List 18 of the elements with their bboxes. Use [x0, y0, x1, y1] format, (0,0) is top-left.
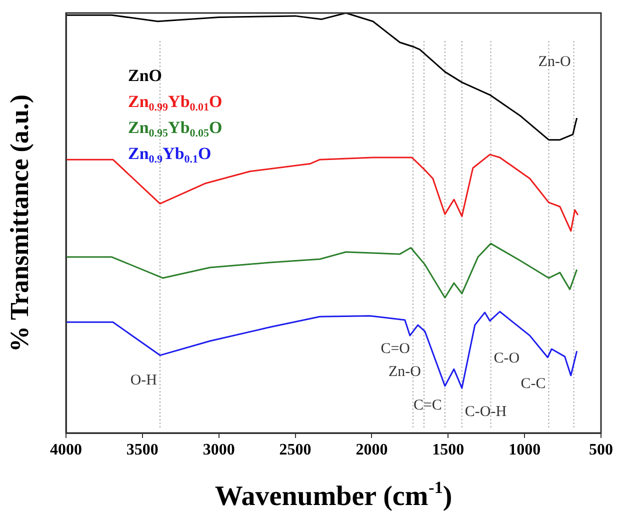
annotation: C-C — [520, 376, 546, 392]
annotation: C=O — [380, 340, 410, 357]
x-tick-label: 2500 — [279, 442, 312, 459]
y-axis-title: % Transmittance (a.u.) — [5, 94, 34, 352]
annotation: O-H — [130, 372, 158, 388]
x-tick-label: 1500 — [432, 442, 464, 459]
x-tick-label: 2000 — [356, 442, 388, 459]
x-tick-label: 3500 — [126, 442, 158, 459]
annotation: Zn-O — [388, 364, 422, 380]
annotation: C-O-H — [464, 404, 507, 420]
x-tick-label: 4000 — [50, 442, 82, 459]
x-tick-label: 1000 — [508, 442, 541, 459]
x-tick-label: 3000 — [202, 442, 235, 459]
annotation: C=C — [413, 398, 442, 414]
text: ZnO — [128, 66, 162, 85]
annotation: C-O — [494, 350, 520, 367]
annotation: Zn-O — [538, 54, 571, 70]
x-tick-label: 500 — [589, 442, 613, 459]
